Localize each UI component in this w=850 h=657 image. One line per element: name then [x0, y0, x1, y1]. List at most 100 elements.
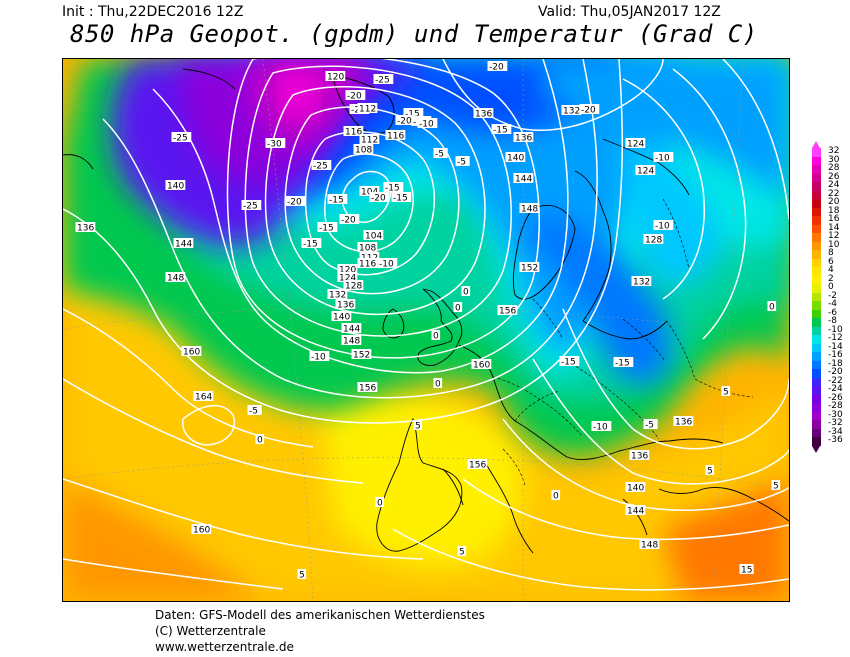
contour-label: 160: [181, 346, 202, 358]
legend-value: 32: [828, 146, 840, 156]
contour-label: 160: [191, 524, 212, 536]
svg-text:-10: -10: [419, 120, 434, 130]
legend-entry: 32: [812, 146, 848, 157]
svg-text:128: 128: [345, 282, 362, 292]
legend-value: 26: [828, 171, 840, 182]
svg-text:-25: -25: [173, 134, 188, 144]
contour-label: -20: [369, 192, 390, 204]
map-title: 850 hPa Geopot. (gpdm) und Temperatur (G…: [70, 20, 758, 48]
legend-value: -14: [828, 341, 843, 352]
contour-label: -20: [339, 214, 360, 226]
contour-label: -15: [491, 124, 512, 136]
svg-text:-5: -5: [435, 150, 444, 160]
legend-swatch: [812, 369, 821, 378]
svg-text:-25: -25: [375, 76, 390, 86]
svg-text:116: 116: [345, 128, 362, 138]
contour-label: 152: [351, 349, 372, 361]
svg-text:156: 156: [359, 384, 376, 394]
contour-label: -25: [171, 132, 192, 144]
svg-text:120: 120: [339, 266, 356, 276]
contour-label: 156: [497, 305, 518, 317]
svg-text:-20: -20: [371, 194, 386, 204]
legend-entry: 18: [812, 206, 848, 216]
legend-value: 6: [828, 256, 834, 267]
svg-text:132: 132: [633, 278, 650, 288]
weather-map-canvas: 120-25-20-25112-15-20-15-10-20136-151361…: [63, 59, 789, 601]
data-source-line: Daten: GFS-Modell des amerikanischen Wet…: [155, 608, 485, 622]
contour-label: 0: [255, 434, 265, 446]
svg-text:112: 112: [361, 136, 378, 146]
svg-text:124: 124: [627, 140, 644, 150]
legend-entry: -6: [812, 308, 848, 318]
svg-text:120: 120: [327, 73, 344, 83]
legend-value: -24: [828, 384, 843, 394]
svg-text:-10: -10: [655, 154, 670, 164]
svg-text:152: 152: [353, 351, 370, 361]
contour-label: -5: [247, 405, 262, 417]
legend-entry: 28: [812, 163, 848, 174]
contour-label: -10: [653, 152, 674, 164]
svg-text:-15: -15: [319, 224, 334, 234]
legend-entry: 24: [812, 180, 848, 191]
contour-label: 5: [413, 420, 423, 432]
legend-swatch: [812, 343, 821, 352]
contour-label: -20: [285, 196, 306, 208]
legend-swatch: [812, 352, 821, 361]
svg-text:108: 108: [359, 244, 376, 254]
svg-text:-15: -15: [493, 126, 508, 136]
legend-value: 4: [828, 265, 834, 275]
legend-swatch: [812, 292, 821, 301]
legend-value: 28: [828, 163, 840, 173]
svg-text:124: 124: [637, 167, 654, 177]
svg-text:164: 164: [195, 393, 212, 403]
legend-swatch: [812, 335, 821, 344]
svg-text:136: 136: [337, 301, 354, 311]
contour-label: 144: [513, 173, 534, 185]
legend-value: -30: [828, 409, 843, 420]
contour-label: 136: [473, 108, 494, 120]
svg-text:148: 148: [167, 274, 184, 284]
contour-label: 128: [643, 234, 664, 246]
contour-label: 160: [471, 359, 492, 371]
legend-value: -36: [828, 435, 843, 445]
legend-value: 30: [828, 154, 840, 165]
legend-swatch: [812, 386, 821, 395]
valid-time: Valid: Thu,05JAN2017 12Z: [538, 4, 721, 20]
legend-entry: 22: [812, 189, 848, 199]
svg-text:136: 136: [675, 418, 692, 428]
legend-value: 24: [828, 180, 840, 190]
svg-text:0: 0: [769, 303, 775, 313]
legend-entry: -20: [812, 368, 848, 378]
svg-text:132: 132: [563, 107, 580, 117]
legend-entry: -28: [812, 402, 848, 412]
legend-entry: 16: [812, 215, 848, 225]
contour-label: -20: [579, 104, 600, 116]
legend-swatch: [812, 394, 821, 403]
weather-map[interactable]: 120-25-20-25112-15-20-15-10-20136-151361…: [62, 58, 790, 602]
svg-text:128: 128: [645, 236, 662, 246]
legend-swatch: [812, 403, 821, 412]
contour-label: 0: [433, 378, 443, 390]
svg-text:-15: -15: [385, 184, 400, 194]
svg-text:112: 112: [359, 105, 376, 115]
contour-label: -5: [643, 419, 658, 431]
svg-text:144: 144: [343, 325, 360, 335]
legend-entry: -30: [812, 409, 848, 420]
svg-text:140: 140: [627, 484, 644, 494]
legend-entry: -10: [812, 325, 848, 335]
svg-text:144: 144: [175, 240, 192, 250]
svg-text:5: 5: [415, 422, 421, 432]
svg-text:-25: -25: [313, 162, 328, 172]
legend-entry: 10: [812, 240, 848, 250]
website-link[interactable]: www.wetterzentrale.de: [155, 640, 294, 654]
contour-label: 5: [705, 465, 715, 477]
contour-label: 5: [721, 386, 731, 398]
contour-label: 5: [771, 480, 781, 492]
legend-swatch: [812, 216, 821, 225]
svg-text:116: 116: [387, 132, 404, 142]
legend-value: -32: [828, 418, 843, 428]
contour-label: 136: [335, 299, 356, 311]
contour-label: 132: [327, 289, 348, 301]
legend-swatch: [812, 420, 821, 429]
legend-entry: 0: [812, 283, 848, 293]
